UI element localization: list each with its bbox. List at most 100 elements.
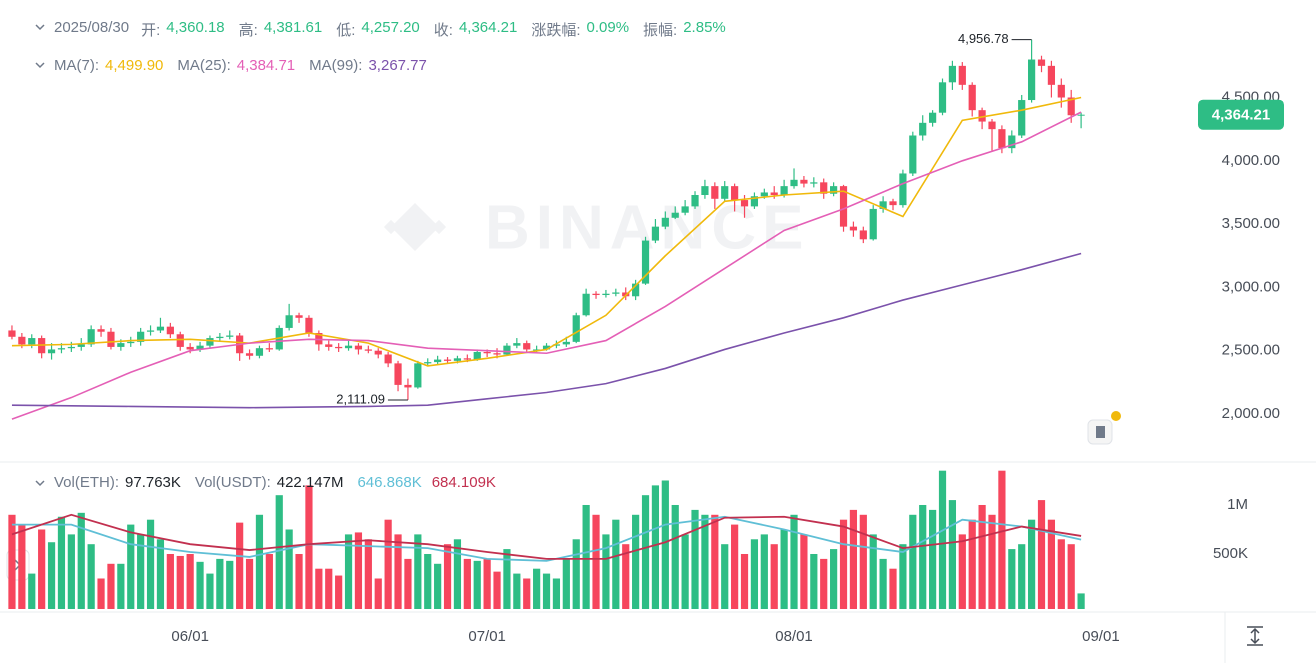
volume-bar xyxy=(740,553,749,609)
volume-bar xyxy=(305,485,313,609)
volume-bar xyxy=(830,549,838,609)
candle-body xyxy=(196,345,204,350)
candle-body xyxy=(641,240,650,284)
candle-body xyxy=(879,201,887,209)
candle-body xyxy=(166,326,174,335)
volume-bar xyxy=(8,514,16,609)
candle-body xyxy=(245,353,254,356)
candle-body xyxy=(889,201,897,206)
volume-bar xyxy=(503,549,511,609)
volume-bar xyxy=(671,504,679,609)
y-tick-label: 4,000.00 xyxy=(1222,152,1280,169)
collapse-icon[interactable] xyxy=(35,62,45,69)
ma-line xyxy=(11,96,1082,367)
volume-bar xyxy=(958,534,966,609)
collapse-icon[interactable] xyxy=(35,480,45,487)
candle-body xyxy=(988,121,996,130)
volume-bar xyxy=(661,480,669,609)
info-value: 0.09% xyxy=(586,19,630,36)
info-value: 4,364.21 xyxy=(458,19,518,36)
volume-bar xyxy=(354,532,363,609)
candle-body xyxy=(938,82,947,113)
volume-bar xyxy=(632,514,640,609)
volume-ma-value: 646.868K xyxy=(357,474,422,491)
volume-bar xyxy=(166,553,174,609)
last-price-label: 4,364.21 xyxy=(1212,107,1270,124)
volume-bar xyxy=(206,573,214,609)
candle-body xyxy=(87,329,95,345)
volume-bar xyxy=(820,558,828,609)
candle-body xyxy=(948,65,957,83)
volume-bar xyxy=(1008,549,1016,609)
volume-bar xyxy=(523,578,531,609)
volume-bar xyxy=(236,522,244,609)
volume-bar xyxy=(899,544,907,609)
candle-body xyxy=(315,332,323,345)
candle-body xyxy=(780,186,788,195)
volume-bar xyxy=(394,534,402,609)
volume-bar xyxy=(47,542,56,609)
volume-bar xyxy=(117,563,125,609)
volume-bar xyxy=(77,512,85,609)
candle-body xyxy=(176,334,184,347)
volume-bar xyxy=(255,514,264,609)
candle-body xyxy=(117,343,125,347)
ma-line xyxy=(11,252,1082,409)
x-tick-label: 07/01 xyxy=(468,628,506,645)
fullscreen-icon[interactable] xyxy=(1247,626,1263,646)
candle-body xyxy=(424,362,432,364)
volume-bar xyxy=(869,534,877,609)
ma-line xyxy=(11,515,1082,562)
volume-bar xyxy=(414,534,422,609)
volume-bar xyxy=(295,553,303,609)
candle-body xyxy=(443,359,452,361)
ma-label: MA(7): xyxy=(54,57,99,74)
widget-icon[interactable] xyxy=(1087,411,1121,445)
ma-legend: MA(7): 4,499.90 MA(25): 4,384.71 MA(99): 3,26… xyxy=(54,57,435,74)
candle-body xyxy=(1047,65,1056,85)
info-value: 4,381.61 xyxy=(263,19,323,36)
candle-body xyxy=(57,348,66,350)
candle-body xyxy=(305,317,313,333)
volume-bar xyxy=(929,509,937,609)
candle-body xyxy=(156,326,165,331)
candle-body xyxy=(671,212,679,218)
candle-body xyxy=(97,329,105,332)
volume-bar xyxy=(275,495,283,609)
volume-bar xyxy=(463,558,471,609)
volume-bar xyxy=(691,509,699,609)
candle-body xyxy=(325,344,333,347)
volume-bar xyxy=(770,544,778,609)
candle-body xyxy=(1077,114,1085,116)
y-tick-label: 2,000.00 xyxy=(1222,405,1280,422)
candle-body xyxy=(929,112,937,123)
volume-bar xyxy=(404,558,412,609)
volume-legend: Vol(ETH): 97.763K Vol(USDT): 422.147M 646.86… xyxy=(54,474,500,491)
volume-bar xyxy=(533,568,541,609)
volume-bar xyxy=(473,560,481,609)
volume-bar xyxy=(434,563,442,609)
volume-bar xyxy=(622,544,630,609)
info-value: 2.85% xyxy=(683,19,726,36)
volume-tick-label: 500K xyxy=(1213,545,1248,562)
collapse-icon[interactable] xyxy=(35,24,45,31)
volume-bar xyxy=(810,553,818,609)
volume-bar xyxy=(721,544,729,609)
candle-body xyxy=(869,208,877,240)
volume-bar xyxy=(592,514,600,609)
volume-bar xyxy=(265,553,273,609)
ma-line xyxy=(11,513,1082,560)
info-label: 振幅: xyxy=(643,22,678,39)
info-value: 4,360.18 xyxy=(166,19,225,36)
candle-body xyxy=(839,186,848,227)
candle-body xyxy=(770,192,778,195)
volume-bar xyxy=(562,558,570,609)
candle-body xyxy=(404,384,412,388)
volume-bar xyxy=(146,519,155,609)
volume-bar xyxy=(780,529,788,609)
volume-bar xyxy=(859,514,867,609)
volume-bar xyxy=(760,534,768,609)
ohlc-header: 2025/08/30 开: 4,360.18 高: 4,381.61 低: 4,257.20… xyxy=(54,19,734,40)
info-label: 涨跌幅: xyxy=(531,22,581,39)
